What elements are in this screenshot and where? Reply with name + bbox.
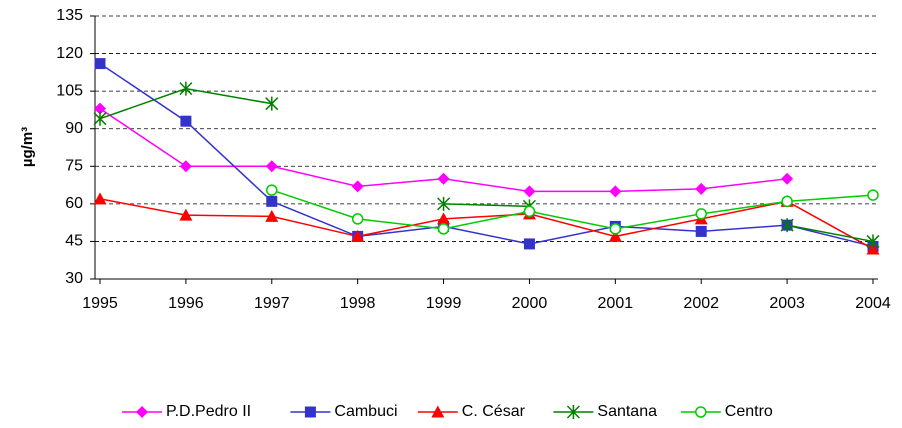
marker — [265, 96, 279, 111]
marker — [265, 209, 279, 222]
y-tick-label: 75 — [65, 158, 83, 175]
x-tick-label: 1999 — [426, 295, 462, 312]
series-line — [443, 203, 530, 208]
marker — [609, 223, 622, 235]
marker — [265, 160, 278, 173]
marker — [437, 212, 451, 225]
legend-label: Cambuci — [334, 403, 397, 420]
marker — [866, 234, 880, 249]
marker — [523, 205, 536, 218]
marker — [179, 160, 192, 173]
x-tick-label: 1996 — [168, 295, 204, 312]
legend-label: Santana — [597, 403, 657, 420]
y-tick-label: 105 — [56, 82, 83, 99]
legend-marker — [431, 405, 445, 418]
marker — [781, 195, 793, 208]
x-tick-label: 1997 — [254, 295, 290, 312]
marker — [609, 185, 622, 198]
marker — [351, 229, 365, 242]
y-tick-label: 60 — [65, 195, 83, 212]
marker — [608, 229, 622, 242]
marker — [780, 218, 794, 233]
x-tick-label: 2003 — [769, 295, 805, 312]
y-tick-label: 45 — [65, 233, 83, 250]
legend-label: C. César — [462, 403, 526, 420]
marker — [523, 238, 535, 250]
y-tick-label: 90 — [65, 120, 83, 137]
legend-marker — [136, 406, 148, 418]
marker — [93, 192, 107, 205]
marker — [437, 196, 451, 211]
x-tick-label: 1995 — [82, 295, 118, 312]
marker — [867, 189, 879, 201]
marker — [695, 208, 707, 220]
marker — [180, 115, 192, 127]
marker — [437, 223, 450, 235]
y-axis-label: µg/m³ — [19, 127, 36, 167]
marker — [179, 81, 193, 96]
marker — [93, 111, 107, 126]
x-tick-label: 1998 — [340, 295, 376, 312]
marker — [351, 180, 364, 193]
y-tick-label: 30 — [65, 270, 83, 287]
marker — [351, 213, 364, 225]
legend-marker — [695, 406, 707, 418]
series-line — [786, 224, 874, 243]
x-tick-label: 2001 — [598, 295, 634, 312]
marker — [179, 208, 193, 221]
marker — [94, 102, 106, 115]
series-line — [99, 198, 874, 250]
marker — [781, 172, 794, 185]
marker — [94, 58, 106, 70]
marker — [695, 225, 707, 237]
marker — [266, 195, 278, 207]
series-line — [99, 62, 874, 248]
x-tick-label: 2004 — [855, 295, 891, 312]
legend-marker — [566, 405, 580, 419]
y-tick-label: 135 — [56, 7, 83, 24]
marker — [866, 242, 880, 255]
x-tick-label: 2002 — [683, 295, 719, 312]
x-tick-label: 2000 — [512, 295, 548, 312]
y-tick-label: 120 — [56, 45, 83, 62]
legend-label: Centro — [725, 403, 773, 420]
marker — [437, 172, 450, 185]
legend-label: P.D.Pedro II — [166, 403, 251, 420]
marker — [695, 182, 708, 195]
marker — [523, 185, 536, 198]
series-line — [271, 189, 874, 230]
marker — [266, 184, 278, 196]
legend-marker — [304, 406, 316, 418]
